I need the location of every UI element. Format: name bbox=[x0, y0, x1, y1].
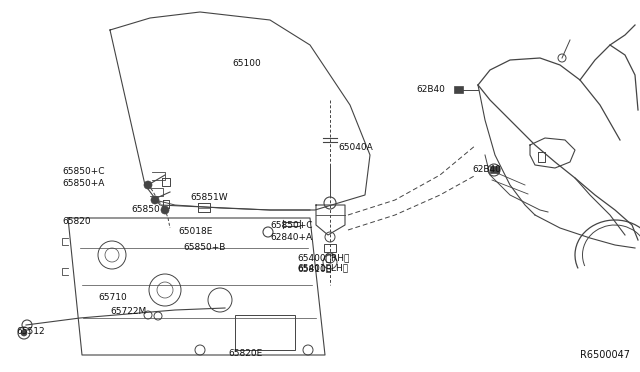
Text: 65810B: 65810B bbox=[297, 266, 332, 275]
Text: 65401〈LH〉: 65401〈LH〉 bbox=[297, 263, 348, 273]
Text: 65850+C: 65850+C bbox=[62, 167, 104, 176]
Text: 65850: 65850 bbox=[131, 205, 160, 215]
Text: 65018E: 65018E bbox=[178, 228, 212, 237]
Text: 65851W: 65851W bbox=[190, 192, 228, 202]
Circle shape bbox=[151, 196, 159, 204]
Text: 62B40: 62B40 bbox=[416, 84, 445, 93]
Text: 65100: 65100 bbox=[232, 58, 260, 67]
Text: 65512: 65512 bbox=[16, 327, 45, 337]
Text: 65722M: 65722M bbox=[110, 308, 147, 317]
Text: R6500047: R6500047 bbox=[580, 350, 630, 360]
Text: 65850+B: 65850+B bbox=[183, 244, 225, 253]
Circle shape bbox=[21, 330, 27, 336]
Circle shape bbox=[144, 181, 152, 189]
FancyBboxPatch shape bbox=[490, 166, 499, 173]
Text: 65850+C: 65850+C bbox=[270, 221, 312, 230]
Text: 65820E: 65820E bbox=[228, 349, 262, 357]
Text: 65040A: 65040A bbox=[338, 144, 372, 153]
Text: 62840+A: 62840+A bbox=[270, 232, 312, 241]
FancyBboxPatch shape bbox=[454, 86, 463, 93]
Text: 65820: 65820 bbox=[62, 218, 91, 227]
Text: 65710: 65710 bbox=[98, 294, 127, 302]
Text: 62B40: 62B40 bbox=[472, 164, 501, 173]
Text: 65850+A: 65850+A bbox=[62, 180, 104, 189]
Text: 65400〈RH〉: 65400〈RH〉 bbox=[297, 253, 349, 263]
Circle shape bbox=[161, 206, 169, 214]
